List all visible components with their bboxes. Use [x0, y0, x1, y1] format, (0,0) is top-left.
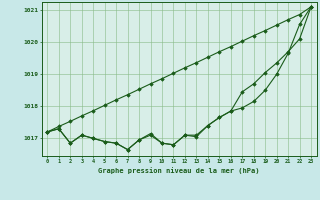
- X-axis label: Graphe pression niveau de la mer (hPa): Graphe pression niveau de la mer (hPa): [99, 167, 260, 174]
